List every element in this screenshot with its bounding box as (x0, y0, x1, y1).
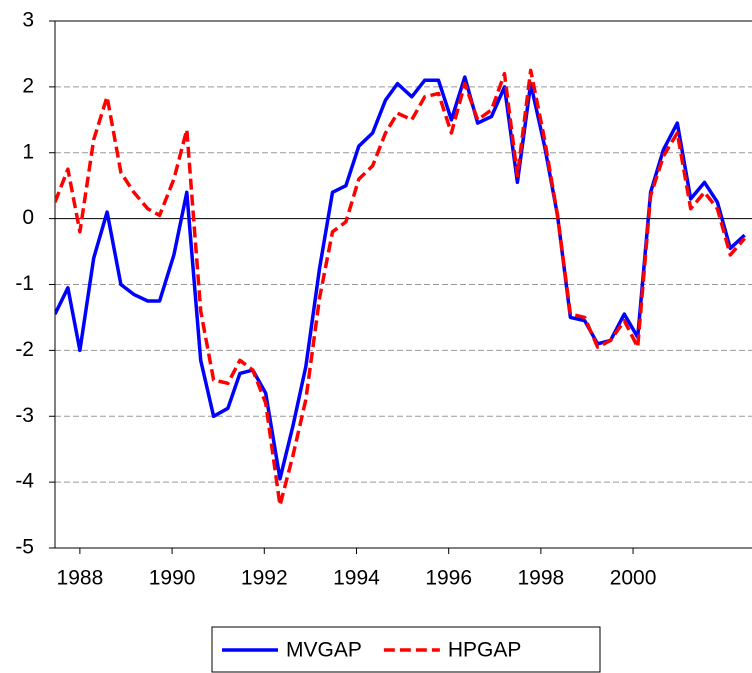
y-tick-label: 0 (22, 206, 34, 229)
y-tick-label: -5 (15, 536, 34, 559)
series-line (55, 68, 746, 507)
legend-label: MVGAP (286, 639, 362, 662)
y-tick-label: -1 (15, 272, 34, 295)
y-tick-label: 1 (22, 140, 34, 163)
series-line (55, 75, 746, 481)
x-tick-label: 1992 (241, 567, 288, 590)
y-tick-label: -4 (15, 470, 34, 493)
y-tick-label: 2 (22, 74, 34, 97)
y-tick-label: 3 (22, 9, 34, 32)
x-tick-label: 1998 (518, 567, 565, 590)
x-tick-label: 1988 (57, 567, 104, 590)
legend-label: HPGAP (448, 639, 522, 662)
plot-area (55, 68, 746, 507)
x-tick-label: 2000 (610, 567, 657, 590)
x-tick-label: 1996 (425, 567, 472, 590)
y-tick-label: -3 (15, 404, 34, 427)
x-tick-label: 1990 (149, 567, 196, 590)
x-tick-label: 1994 (333, 567, 380, 590)
y-tick-label: -2 (15, 338, 34, 361)
legend: MVGAP HPGAP (211, 626, 601, 673)
